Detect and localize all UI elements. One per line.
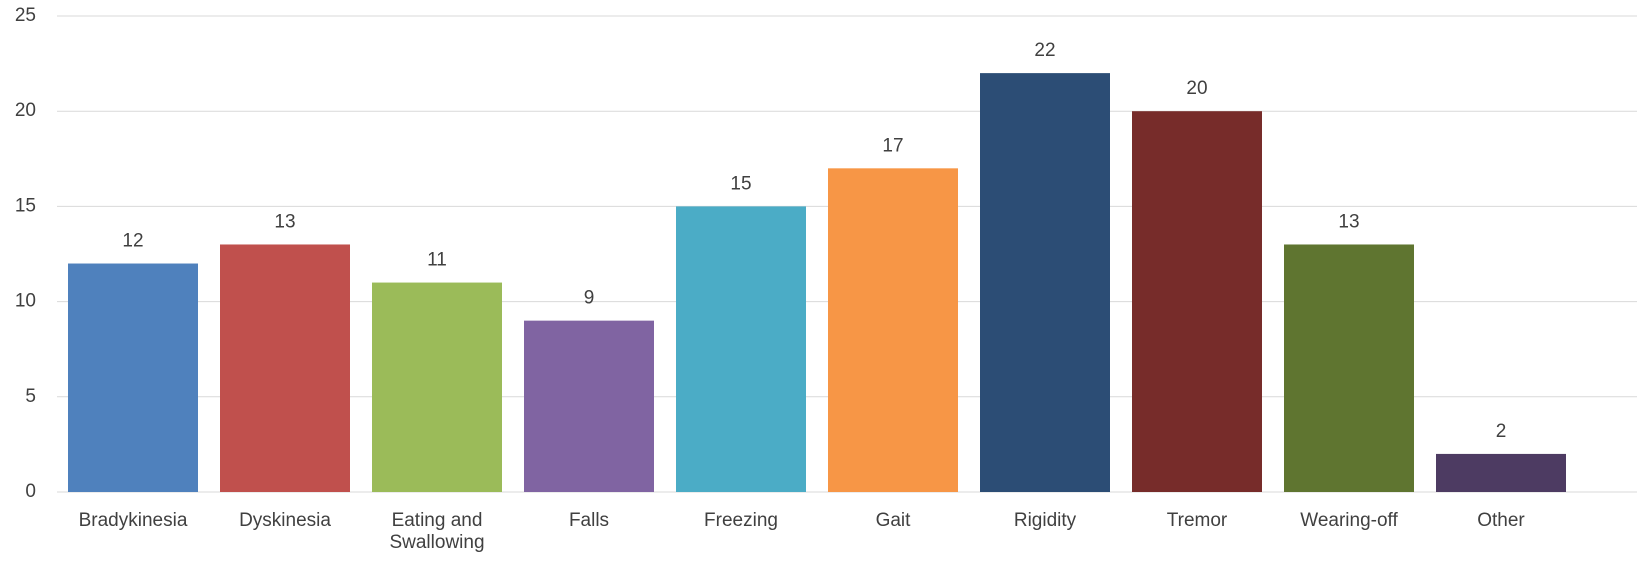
data-label: 13 bbox=[274, 211, 295, 232]
bar bbox=[828, 168, 958, 492]
y-tick-label: 15 bbox=[15, 195, 36, 216]
data-label: 2 bbox=[1496, 421, 1507, 442]
data-label: 15 bbox=[730, 173, 751, 194]
y-tick-label: 20 bbox=[15, 100, 36, 121]
bar bbox=[1284, 244, 1414, 492]
data-label: 9 bbox=[584, 288, 595, 309]
x-tick-label: Tremor bbox=[1166, 510, 1228, 531]
bar bbox=[1132, 111, 1262, 492]
x-tick-label: Falls bbox=[568, 510, 610, 531]
data-label: 12 bbox=[122, 231, 143, 252]
y-tick-label: 25 bbox=[15, 5, 36, 26]
bar bbox=[524, 320, 654, 492]
data-label: 17 bbox=[882, 135, 903, 156]
data-label: 20 bbox=[1186, 78, 1207, 99]
x-tick-label: Freezing bbox=[704, 510, 778, 531]
bar bbox=[68, 263, 198, 492]
x-tick-label: Other bbox=[1477, 510, 1525, 531]
x-tick-label: Rigidity bbox=[1013, 510, 1077, 531]
data-label: 11 bbox=[427, 250, 447, 271]
y-tick-label: 5 bbox=[25, 386, 36, 407]
bar bbox=[372, 282, 502, 492]
bar bbox=[1436, 453, 1566, 492]
x-tick-label: Dyskinesia bbox=[239, 510, 331, 531]
data-label: 13 bbox=[1338, 211, 1359, 232]
x-tick-label: Bradykinesia bbox=[78, 510, 188, 531]
x-tick-label: Wearing-off bbox=[1300, 510, 1398, 531]
data-label: 22 bbox=[1034, 40, 1055, 61]
bar bbox=[220, 244, 350, 492]
bar bbox=[676, 206, 806, 492]
y-tick-label: 0 bbox=[25, 481, 36, 502]
x-tick-label: Eating and Swallowing bbox=[389, 510, 485, 553]
x-tick-label: Gait bbox=[875, 510, 911, 531]
y-tick-label: 10 bbox=[15, 291, 36, 312]
bar bbox=[980, 73, 1110, 493]
